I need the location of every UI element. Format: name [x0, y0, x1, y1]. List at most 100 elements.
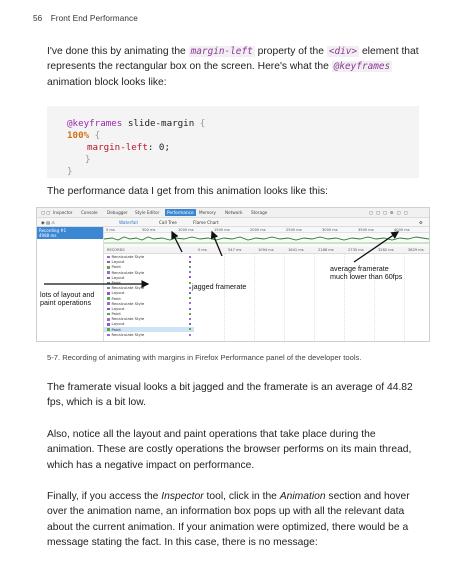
waterfall-marker [189, 317, 191, 320]
marker-row[interactable]: Paint [104, 280, 194, 285]
waterfall-marker [189, 265, 191, 268]
waterfall-marker [189, 281, 191, 284]
waterfall-marker [189, 323, 191, 326]
marker-row[interactable]: Recalculate Style [104, 332, 194, 337]
animation-term: Animation [279, 491, 326, 502]
marker-row[interactable]: Layout [104, 275, 194, 280]
marker-label: Paint [111, 326, 121, 332]
marker-label: Recalculate Style [111, 316, 145, 322]
waterfall-marker [189, 333, 191, 336]
marker-row[interactable]: Paint [104, 296, 194, 301]
marker-row[interactable]: Recalculate Style [104, 285, 194, 290]
intro-text-2: property of the [254, 46, 327, 57]
tab-console: Console [81, 210, 98, 215]
ruler-tick: 0 ms [106, 227, 115, 232]
marker-label: Layout [111, 305, 125, 311]
marker-color-icon [107, 260, 110, 264]
marker-color-icon [107, 292, 110, 295]
marker-label: Paint [111, 295, 121, 301]
marker-row[interactable]: Layout [104, 306, 194, 311]
marker-color-icon [107, 281, 110, 285]
waterfall-tick: 2735 ms [348, 248, 364, 252]
marker-row[interactable]: Paint [104, 264, 194, 269]
marker-label: Layout [111, 274, 125, 280]
marker-row[interactable]: Recalculate Style [104, 254, 194, 259]
marker-row[interactable]: Paint [104, 326, 194, 332]
marker-label: Recalculate Style [111, 269, 145, 275]
marker-row[interactable]: Layout [104, 259, 194, 264]
finally-paragraph: Finally, if you access the Inspector too… [47, 491, 410, 549]
waterfall-marker [189, 297, 191, 300]
marker-row[interactable]: Paint [104, 311, 194, 316]
waterfall-tick: 0 ms [198, 248, 207, 252]
marker-color-icon [107, 328, 110, 331]
intro-text-1: I've done this by animating the [47, 46, 189, 57]
code-line-3: margin-left: 0; [87, 142, 170, 153]
arrow-jagged-1 [171, 230, 183, 253]
marker-row[interactable]: Recalculate Style [104, 301, 194, 306]
waterfall-tick: 3829 ms [408, 248, 424, 252]
framerate-line [104, 236, 429, 241]
overview-ruler: 0 ms 500 ms 1000 ms 1500 ms 2000 ms 2500… [104, 227, 429, 233]
code-line-1: @keyframes slide-margin { [67, 118, 206, 129]
marker-row[interactable]: Recalculate Style [104, 316, 194, 321]
marker-label: Layout [111, 290, 125, 296]
waterfall-marker [189, 291, 191, 294]
ruler-tick: 4000 ms [394, 227, 410, 232]
marker-row[interactable]: Recalculate Style [104, 270, 194, 275]
marker-label: Layout [111, 321, 125, 327]
marker-color-icon [107, 318, 110, 321]
waterfall-marker [189, 302, 191, 305]
waterfall-markers [187, 254, 195, 341]
subtab-flame-chart: Flame Chart [193, 219, 219, 225]
waterfall-tick: 1641 ms [288, 248, 304, 252]
inline-code-div: <div> [326, 46, 360, 57]
inspector-term: Inspector [161, 491, 204, 502]
intro-paragraph: I've done this by animating the margin-l… [47, 44, 419, 90]
waterfall-tick: 3282 ms [378, 248, 394, 252]
waterfall-tick: 547 ms [228, 248, 242, 252]
intro-text-4: animation block looks like: [47, 76, 167, 88]
marker-color-icon [107, 323, 110, 326]
subtab-call-tree: Call Tree [159, 219, 177, 225]
tab-inspector: Inspector [53, 210, 73, 215]
ruler-tick: 500 ms [142, 227, 156, 232]
waterfall-marker [189, 328, 191, 331]
devtools-toolbar: ▢ ▢ Inspector Console Debugger Style Edi… [37, 208, 429, 218]
marker-color-icon [107, 302, 110, 305]
intro-text-3: element that represents the rectangular … [47, 46, 419, 73]
marker-color-icon [107, 276, 110, 279]
marker-row[interactable]: Layout [104, 321, 194, 326]
page-number: 56 [33, 14, 43, 23]
code-line-2: 100% { [67, 130, 101, 141]
performance-intro: The performance data I get from this ani… [47, 186, 329, 197]
tab-network: Network [225, 210, 243, 215]
recording-label: Recording #1 [39, 228, 67, 233]
marker-color-icon [107, 266, 110, 269]
waterfall-marker [189, 271, 191, 274]
tab-performance: Performance [165, 209, 196, 216]
tab-style-editor: Style Editor [135, 210, 160, 215]
toolbar-right-icons: ▢▢▢⚙▢▢ [369, 210, 411, 215]
waterfall-marker [189, 286, 191, 289]
waterfall-marker [189, 312, 191, 315]
toolbar-icons: ▢ ▢ [41, 210, 51, 215]
markers-list: Recalculate Style Layout Paint Recalculate … [104, 254, 194, 341]
marker-row[interactable]: Layout [104, 290, 194, 295]
marker-color-icon [107, 286, 110, 290]
framerate-paragraph: The framerate visual looks a bit jagged … [47, 382, 413, 409]
performance-subtoolbar: ◉ ▤ ⚠ Waterfall Call Tree Flame Chart ⚙ [37, 218, 429, 227]
marker-color-icon [107, 271, 110, 274]
waterfall-marker [189, 255, 191, 258]
waterfall-tick: 2188 ms [318, 248, 334, 252]
tab-storage: Storage [251, 210, 268, 215]
marker-label: Recalculate Style [111, 285, 145, 291]
ruler-tick: 3500 ms [358, 227, 374, 232]
records-header: RECORDS [107, 248, 125, 252]
recording-time: 4988 ms [39, 233, 57, 238]
marker-label: Paint [111, 264, 121, 270]
inline-code-keyframes: @keyframes [331, 61, 393, 73]
figure-caption: 5-7. Recording of animating with margins… [47, 353, 362, 362]
tab-memory: Memory [199, 210, 217, 215]
